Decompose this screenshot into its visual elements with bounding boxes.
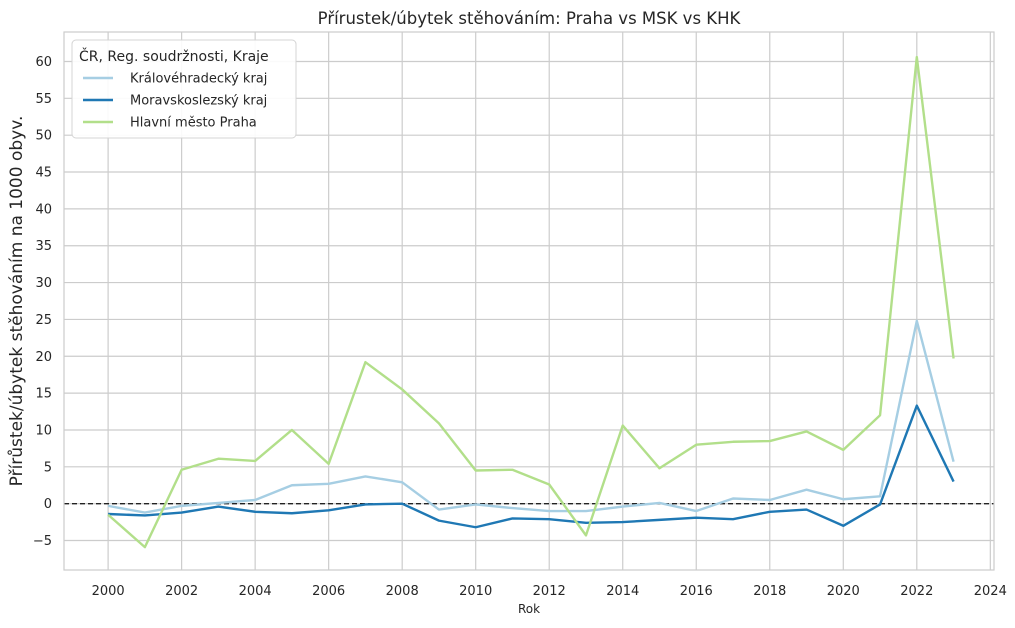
y-gridlines (64, 60, 994, 542)
x-tick-label: 2006 (312, 584, 345, 599)
legend-label: Královéhradecký kraj (130, 72, 267, 87)
legend-items: Královéhradecký kraj Moravskoslezský kraj… (83, 72, 267, 131)
x-tick-label: 2012 (533, 584, 566, 599)
y-tick-label: 45 (35, 166, 52, 181)
y-tick-labels: −5 0 5 10 15 20 25 30 35 40 45 50 55 60 (33, 55, 52, 549)
y-tick-label: 55 (35, 92, 52, 107)
legend: ČR, Reg. soudržnosti, Kraje Královéhrade… (71, 39, 297, 139)
x-tick-labels: 2000 2002 2004 2006 2008 2010 2012 2014 2016 2018… (92, 584, 1007, 599)
x-tick-label: 2014 (606, 584, 639, 599)
y-tick-label: 40 (35, 202, 52, 217)
x-tick-label: 2008 (386, 584, 419, 599)
y-tick-label: 0 (44, 497, 52, 512)
series-line-hlavni-mesto-praha (107, 55, 955, 549)
y-tick-label: −5 (33, 534, 52, 549)
legend-label: Hlavní město Praha (130, 116, 257, 131)
y-tick-label: 5 (44, 460, 52, 475)
y-tick-label: 50 (35, 129, 52, 144)
x-axis-label: Rok (518, 602, 540, 616)
y-tick-label: 10 (35, 423, 52, 438)
y-tick-label: 60 (35, 55, 52, 70)
legend-label: Moravskoslezský kraj (130, 94, 267, 109)
y-tick-label: 30 (35, 276, 52, 291)
y-tick-label: 35 (35, 239, 52, 254)
chart-title: Přírustek/úbytek stěhováním: Praha vs MS… (318, 9, 742, 28)
y-axis-label: Přírůstek/úbytek stěhováním na 1000 obyv… (7, 116, 27, 487)
y-tick-label: 15 (35, 387, 52, 402)
x-tick-label: 2002 (165, 584, 198, 599)
series-line-kralovehradecky-kraj (107, 319, 955, 514)
x-tick-label: 2016 (680, 584, 713, 599)
x-tick-label: 2022 (900, 584, 933, 599)
series-line-moravskoslezsky-kraj (108, 404, 955, 529)
x-tick-label: 2020 (827, 584, 860, 599)
x-tick-label: 2000 (92, 584, 125, 599)
y-tick-label: 20 (35, 350, 52, 365)
legend-box (71, 39, 297, 139)
legend-title: ČR, Reg. soudržnosti, Kraje (79, 47, 269, 65)
x-tick-label: 2010 (459, 584, 492, 599)
y-tick-label: 25 (35, 313, 52, 328)
series-lines (107, 55, 955, 549)
plot-border (63, 31, 995, 571)
x-tick-label: 2024 (974, 584, 1007, 599)
x-tick-label: 2018 (753, 584, 786, 599)
x-tick-label: 2004 (239, 584, 272, 599)
